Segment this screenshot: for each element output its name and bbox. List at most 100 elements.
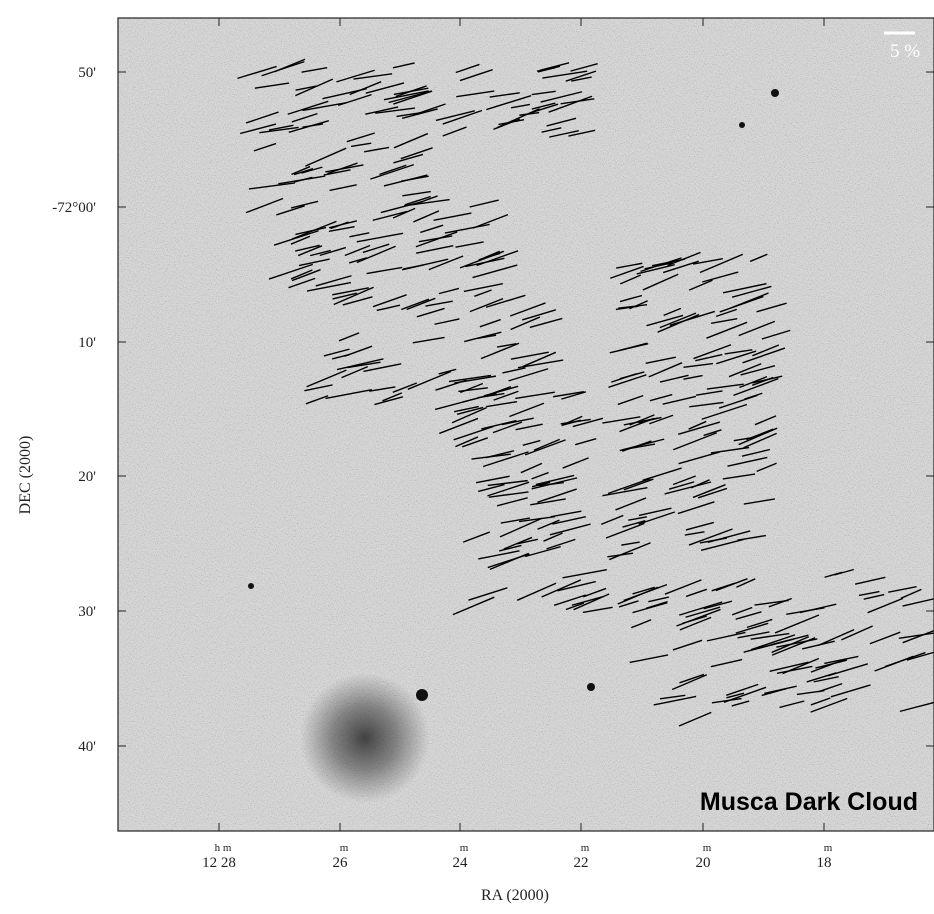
- polarization-vector: [679, 616, 712, 631]
- polarization-vector: [524, 545, 561, 558]
- polarization-vector: [364, 146, 390, 153]
- y-tick-label: -72°00': [52, 200, 96, 216]
- x-tick-sup: h m: [215, 842, 232, 854]
- polarization-vector: [458, 387, 488, 393]
- polarization-vector: [746, 428, 774, 441]
- polarization-vector: [392, 382, 418, 393]
- polarization-vector: [623, 478, 654, 491]
- polarization-vector: [455, 436, 479, 448]
- polarization-vector: [438, 287, 460, 295]
- polarization-vector: [531, 102, 556, 110]
- polarization-vector: [295, 85, 317, 91]
- polarization-vector: [374, 396, 404, 406]
- polarization-vector: [293, 167, 314, 176]
- polarization-vector: [338, 332, 360, 342]
- x-tick-sup: m: [703, 842, 712, 854]
- polarization-vector: [522, 309, 557, 321]
- polarization-vector: [636, 264, 675, 275]
- polarization-vector: [722, 473, 756, 480]
- polarization-vector: [498, 119, 525, 126]
- polarization-vector: [542, 70, 588, 79]
- polarization-vector: [388, 90, 432, 104]
- polarization-vector: [552, 515, 586, 525]
- polarization-vector: [537, 65, 561, 73]
- polarization-vector: [341, 365, 369, 379]
- polarization-vector: [537, 488, 577, 503]
- polarization-vector: [325, 389, 372, 400]
- polarization-vectors: [237, 58, 934, 727]
- polarization-vector: [672, 432, 718, 451]
- polarization-vector: [439, 417, 479, 435]
- polarization-vector: [365, 106, 399, 115]
- polarization-vector: [508, 368, 549, 382]
- polarization-vector: [493, 390, 519, 401]
- polarization-vector: [573, 593, 610, 611]
- polarization-vector: [776, 638, 818, 648]
- polarization-vector: [291, 165, 311, 176]
- star: [248, 583, 254, 589]
- polarization-vector: [628, 516, 647, 521]
- polarization-vector: [486, 95, 532, 111]
- polarization-vector: [779, 700, 805, 709]
- polarization-vector: [273, 230, 319, 246]
- polarization-vector: [623, 443, 656, 451]
- polarization-vector: [301, 67, 328, 73]
- polarization-vector: [404, 195, 431, 206]
- polarization-vector: [549, 130, 579, 138]
- polarization-vector: [854, 576, 886, 585]
- polarization-vector: [336, 358, 384, 371]
- polarization-vector: [356, 232, 404, 243]
- polarization-vector: [502, 367, 526, 374]
- polarization-vector: [315, 275, 352, 287]
- polarization-vector: [906, 651, 934, 661]
- polarization-vector: [841, 625, 873, 641]
- polarization-vector: [295, 244, 320, 252]
- polarization-vector: [561, 415, 583, 426]
- polarization-vector: [546, 538, 576, 550]
- sky-image: [118, 18, 934, 831]
- polarization-vector: [619, 274, 642, 285]
- polarization-vector: [565, 70, 597, 82]
- polarization-vector: [510, 351, 549, 360]
- polarization-vector: [515, 391, 555, 400]
- polarization-vector: [488, 491, 529, 498]
- polarization-vector: [483, 385, 512, 398]
- polarization-vector: [401, 108, 438, 119]
- polarization-vector: [451, 406, 487, 424]
- polarization-vector: [347, 361, 381, 369]
- polarization-vector: [333, 286, 374, 306]
- polarization-vector: [582, 606, 613, 614]
- polarization-vector: [365, 82, 405, 94]
- polarization-vector: [379, 164, 407, 176]
- polarization-vector: [818, 682, 843, 693]
- polarization-vector: [520, 462, 543, 474]
- polarization-vector: [478, 550, 520, 560]
- polarization-vector: [419, 195, 438, 204]
- polarization-vector: [818, 628, 855, 647]
- polarization-vector: [621, 541, 640, 546]
- image-noise: [118, 18, 934, 831]
- polarization-vector: [553, 594, 587, 606]
- polarization-vector: [344, 345, 373, 357]
- polarization-vector: [485, 450, 515, 459]
- star: [416, 689, 428, 701]
- polarization-vector: [248, 182, 296, 190]
- polarization-vector: [518, 515, 556, 523]
- polarization-vector: [274, 58, 306, 73]
- polarization-vector: [407, 370, 452, 390]
- polarization-vector: [348, 257, 367, 264]
- polarization-vector: [350, 142, 372, 148]
- polarization-vector: [685, 588, 707, 598]
- polarization-vector: [688, 279, 713, 291]
- y-tick-label: 20': [78, 469, 96, 485]
- polarization-vector: [349, 81, 382, 96]
- polarization-vector: [492, 421, 523, 434]
- polarization-vector: [646, 314, 684, 327]
- polarization-vector: [418, 235, 453, 243]
- x-axis-title: RA (2000): [481, 887, 549, 904]
- polarization-vector: [726, 692, 745, 699]
- polarization-vector: [301, 166, 323, 174]
- frame: [117, 17, 934, 832]
- polarization-vector: [696, 390, 723, 396]
